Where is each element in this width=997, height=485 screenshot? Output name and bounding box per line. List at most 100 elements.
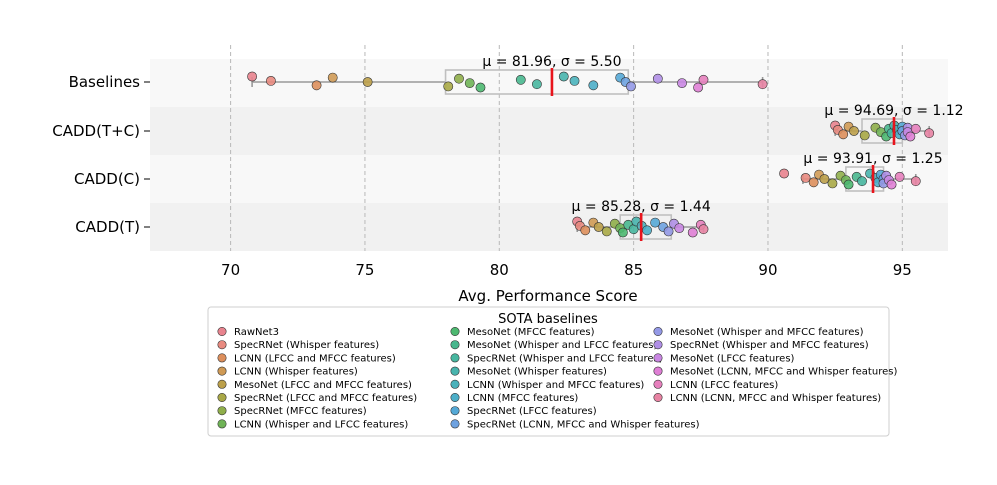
x-tick-label: 90 <box>758 261 777 279</box>
legend-label: SpecRNet (Whisper features) <box>234 340 379 351</box>
data-point <box>601 226 612 237</box>
data-point <box>247 71 258 82</box>
data-point <box>886 179 897 190</box>
y-tick-label: CADD(C) <box>74 170 140 188</box>
data-point <box>698 224 709 235</box>
data-point <box>327 72 338 83</box>
legend-frame <box>207 306 890 437</box>
stat-annotation: μ = 85.28, σ = 1.44 <box>572 199 711 215</box>
y-tick-label: Baselines <box>69 73 141 91</box>
legend-label: LCNN (Whisper features) <box>234 367 358 378</box>
data-point <box>674 223 685 233</box>
legend: SOTA baselines RawNet3 SpecRNet (Whisper … <box>207 306 897 437</box>
legend-marker <box>450 340 460 350</box>
data-point <box>475 82 486 93</box>
legend-label: SpecRNet (LFCC features) <box>467 406 597 417</box>
legend-marker <box>217 366 227 376</box>
data-point <box>266 76 276 86</box>
legend-label: LCNN (LFCC and MFCC features) <box>234 353 396 364</box>
data-point <box>580 225 591 236</box>
row-band <box>150 107 948 155</box>
legend-marker <box>450 353 460 363</box>
legend-title: SOTA baselines <box>498 312 598 327</box>
legend-label: MesoNet (LCNN, MFCC and Whisper features… <box>670 367 897 378</box>
legend-items: RawNet3 SpecRNet (Whisper features) LCNN (… <box>217 326 897 430</box>
plot-area: μ = 81.96, σ = 5.50 μ = 94.69, σ = 1.12 μ … <box>150 45 964 251</box>
data-point <box>693 82 704 93</box>
data-point <box>617 227 628 238</box>
legend-marker <box>217 379 227 389</box>
legend-label: LCNN (LCNN, MFCC and Whisper features) <box>670 393 881 404</box>
row-band <box>150 203 948 251</box>
data-point <box>857 176 867 187</box>
data-point <box>663 226 674 237</box>
legend-marker <box>653 366 663 376</box>
data-point <box>652 73 663 84</box>
y-tick-label: CADD(T) <box>75 218 140 236</box>
data-point <box>698 74 709 85</box>
data-point <box>859 130 870 141</box>
data-point <box>588 80 599 91</box>
data-point <box>800 172 811 183</box>
data-point <box>532 79 542 90</box>
legend-marker <box>450 406 460 416</box>
data-point <box>905 131 916 142</box>
data-point <box>894 171 905 182</box>
data-point <box>362 77 373 87</box>
legend-marker <box>217 419 227 429</box>
data-point <box>827 178 838 189</box>
x-tick-label: 75 <box>355 261 374 279</box>
legend-marker <box>450 379 460 389</box>
data-point <box>687 227 698 238</box>
data-point <box>569 76 580 86</box>
data-point <box>838 129 849 140</box>
legend-label: MesoNet (LFCC and MFCC features) <box>234 380 412 391</box>
x-tick-label: 80 <box>490 261 509 279</box>
legend-marker <box>217 353 227 363</box>
legend-marker <box>450 419 460 429</box>
x-axis-label: Avg. Performance Score <box>458 287 637 305</box>
legend-marker <box>450 366 460 376</box>
data-point <box>910 123 921 134</box>
data-point <box>779 168 790 179</box>
stat-annotation: μ = 94.69, σ = 1.12 <box>824 103 963 119</box>
legend-label: SpecRNet (Whisper and LFCC features) <box>467 353 663 364</box>
data-point <box>849 126 859 136</box>
legend-label: MesoNet (LFCC features) <box>670 353 795 364</box>
x-tick-label: 70 <box>221 261 240 279</box>
legend-marker <box>450 392 460 402</box>
legend-label: MesoNet (Whisper and MFCC features) <box>670 327 864 338</box>
data-point <box>843 179 854 190</box>
data-point <box>757 79 768 90</box>
legend-marker <box>217 392 227 402</box>
legend-marker <box>217 340 227 350</box>
legend-label: SpecRNet (Whisper and MFCC features) <box>670 340 869 351</box>
data-point <box>819 174 830 184</box>
legend-label: RawNet3 <box>234 327 279 338</box>
data-point <box>593 222 604 232</box>
data-point <box>924 128 935 139</box>
legend-label: MesoNet (MFCC features) <box>467 327 595 338</box>
data-point <box>808 177 819 188</box>
row-band <box>150 59 948 107</box>
stat-annotation: μ = 93.91, σ = 1.25 <box>803 151 942 167</box>
data-point <box>650 217 661 228</box>
y-axis: Baselines CADD(T+C) CADD(C) CADD(T) <box>52 73 150 236</box>
legend-label: MesoNet (Whisper and LFCC features) <box>467 340 658 351</box>
legend-marker <box>653 326 663 336</box>
data-point <box>515 74 526 85</box>
legend-marker <box>653 392 663 402</box>
legend-label: SpecRNet (LFCC and MFCC features) <box>234 393 417 404</box>
stat-annotation: μ = 81.96, σ = 5.50 <box>482 54 621 70</box>
x-tick-label: 95 <box>893 261 912 279</box>
legend-label: MesoNet (Whisper features) <box>467 367 607 378</box>
data-point <box>677 78 687 88</box>
legend-label: LCNN (Whisper and MFCC features) <box>467 380 644 391</box>
data-point <box>464 78 475 88</box>
legend-marker <box>653 353 663 363</box>
legend-label: SpecRNet (LCNN, MFCC and Whisper feature… <box>467 419 700 430</box>
legend-label: LCNN (MFCC features) <box>467 393 578 404</box>
x-tick-label: 85 <box>624 261 643 279</box>
data-point <box>626 81 636 92</box>
